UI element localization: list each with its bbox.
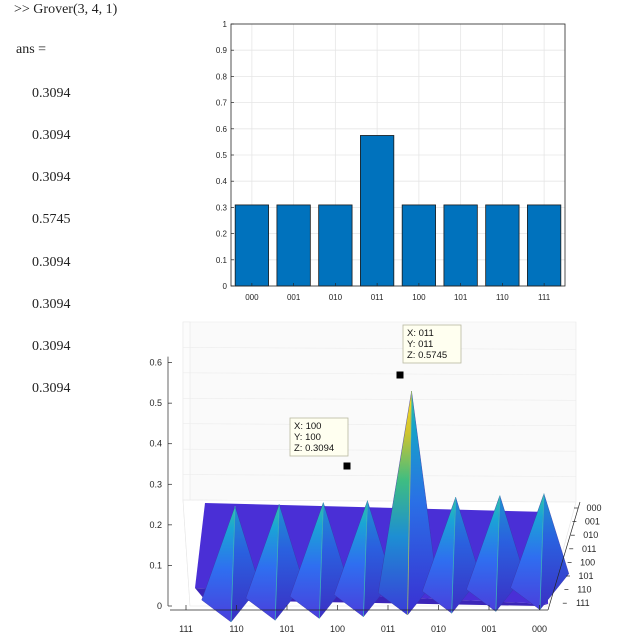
x-tick-label: 010	[431, 624, 446, 634]
x-tick-label: 111	[179, 624, 193, 634]
surface-ridge	[274, 504, 280, 621]
z-gridline	[182, 423, 577, 427]
y-tick-label: 0.1	[216, 256, 228, 265]
y-tick-label: 0.8	[216, 72, 228, 81]
z-tick-label: 0.5	[149, 398, 162, 408]
x-tick-label: 100	[412, 293, 426, 302]
z-tick-label: 0.2	[149, 520, 162, 530]
y-tick-label: 100	[580, 557, 595, 567]
z-gridline	[182, 372, 577, 376]
bar	[443, 204, 478, 287]
y-tick-label: 0.7	[216, 99, 228, 108]
command-line[interactable]: >> Grover(3, 4, 1)	[14, 2, 118, 17]
ans-value: 0.3094	[32, 86, 71, 101]
surface-ridge	[407, 391, 412, 615]
ans-value: 0.3094	[32, 297, 71, 312]
ans-value: 0.3094	[32, 170, 71, 185]
y-tick-label: 0	[223, 282, 228, 291]
y-tick-label: 0.2	[216, 230, 228, 239]
datatip-text: X: 011	[407, 328, 434, 339]
y-tick-label: 0.5	[216, 151, 228, 160]
x-tick-label: 000	[532, 624, 547, 634]
x-tick-label: 001	[481, 624, 496, 634]
z-tick-label: 0.3	[149, 479, 162, 489]
bar	[234, 204, 269, 287]
ans-value: 0.3094	[32, 255, 71, 270]
y-tick-label: 110	[577, 585, 591, 595]
bar	[360, 135, 395, 287]
datatip-text: Z: 0.3094	[294, 443, 334, 454]
z-gridline	[182, 397, 577, 401]
datatip-text: Y: 011	[407, 339, 433, 350]
x-tick-label: 110	[496, 293, 509, 302]
x-tick-label: 110	[229, 624, 243, 634]
y-tick-label: 111	[576, 598, 590, 608]
z-gridline	[182, 499, 577, 503]
datatip-marker	[396, 371, 404, 379]
datatip-text: Y: 100	[294, 432, 321, 443]
ans-value: 0.3094	[32, 339, 71, 354]
x-tick-label: 000	[245, 293, 259, 302]
z-tick-label: 0.1	[149, 560, 162, 570]
y-tick-label: 0.3	[216, 203, 228, 212]
y-tick-label: 001	[585, 517, 600, 527]
datatip-text: Z: 0.5745	[407, 350, 447, 361]
y-tick-label: 011	[582, 544, 596, 554]
y-tick-label: 010	[583, 530, 598, 540]
z-gridline	[182, 347, 577, 350]
z-gridline	[182, 474, 577, 477]
x-tick-label: 111	[538, 293, 551, 302]
command-window: >> Grover(3, 4, 1) ans = 0.3094 0.3094 0…	[0, 0, 190, 420]
datatip-box	[402, 324, 462, 364]
surface-ridge	[363, 500, 368, 617]
z-tick-label: 0	[157, 601, 162, 611]
datatip-box	[289, 417, 349, 457]
x-tick-label: 010	[329, 293, 343, 302]
surface-ridge	[230, 506, 236, 623]
y-tick-label: 000	[586, 503, 601, 513]
y-tick-label: 1	[223, 20, 228, 29]
y-tick-label: 0.4	[216, 177, 228, 186]
surface-ridge	[318, 502, 324, 619]
ans-value: 0.3094	[32, 381, 71, 396]
y-tick-label: 101	[578, 571, 593, 581]
z-gridline	[182, 448, 577, 452]
ans-label: ans =	[16, 42, 47, 57]
ans-value: 0.3094	[32, 128, 71, 143]
axes-box	[230, 23, 566, 287]
y-tick-label: 0.9	[216, 46, 228, 55]
bar	[527, 204, 562, 287]
z-tick-label: 0.6	[149, 358, 162, 368]
y-tick-label: 0.6	[216, 125, 228, 134]
z-tick-label: 0.4	[149, 439, 162, 449]
x-tick-label: 011	[381, 624, 395, 634]
surface-ridge	[451, 497, 457, 614]
x-tick-label: 101	[454, 293, 468, 302]
surface-ridge	[495, 495, 501, 612]
x-tick-label: 100	[330, 624, 345, 634]
datatip-marker	[343, 462, 351, 470]
y-axis-line	[547, 501, 581, 611]
bar	[318, 204, 353, 287]
ans-value: 0.5745	[32, 212, 71, 227]
bar	[401, 204, 436, 287]
bar	[276, 204, 311, 287]
datatip-text: X: 100	[294, 421, 321, 432]
surface-ridge	[539, 493, 545, 610]
x-tick-label: 001	[287, 293, 301, 302]
x-tick-label: 011	[371, 293, 384, 302]
x-tick-label: 101	[279, 624, 294, 634]
